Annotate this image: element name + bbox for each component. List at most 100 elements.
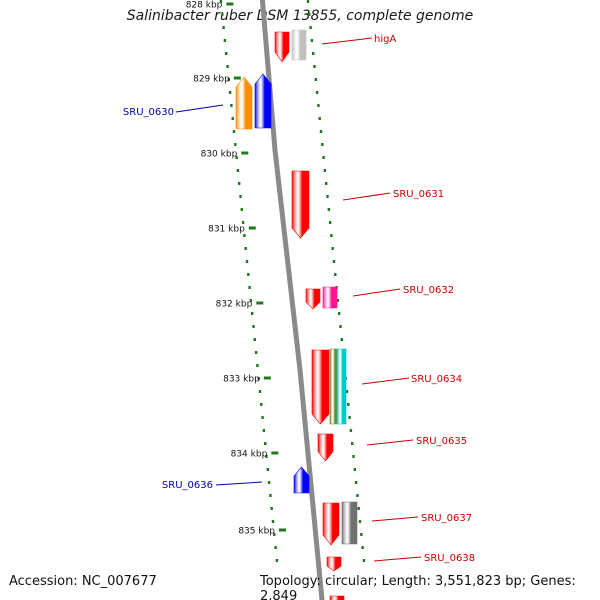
guide-dot [356, 494, 359, 497]
guide-dot [358, 520, 362, 523]
scale-tick-label: 831 kbp [208, 225, 245, 235]
guide-dot [336, 299, 340, 302]
guide-dot [226, 65, 229, 68]
guide-dot [306, 0, 310, 3]
scale-tick [233, 76, 241, 80]
gene-feature-sru-0638 [326, 556, 342, 572]
gene-label-sru-0637: SRU_0637 [421, 513, 472, 524]
gene-feature [341, 501, 358, 545]
guide-dot [239, 195, 242, 198]
gene-feature [329, 595, 345, 600]
guide-dot [219, 0, 223, 3]
gene-feature-sru-0634 [311, 349, 330, 425]
guide-dot [362, 559, 366, 562]
gene-leader-line [342, 192, 391, 201]
guide-dot [265, 455, 268, 458]
guide-dot [251, 312, 254, 315]
genome-backbone [259, 0, 325, 600]
guide-dot [258, 390, 262, 393]
gene-leader-line [215, 481, 263, 486]
guide-dot [264, 442, 267, 445]
guide-dot [330, 234, 333, 237]
gene-leader-line [175, 104, 224, 113]
guide-dot [249, 299, 253, 302]
guide-dot [260, 403, 263, 406]
guide-dot [269, 494, 272, 497]
guide-dot [315, 91, 319, 94]
guide-dot [361, 546, 364, 549]
guide-dot [227, 78, 230, 81]
guide-dot [332, 260, 336, 263]
gene-feature [291, 29, 307, 61]
guide-dot [340, 338, 343, 341]
guide-dot [254, 351, 258, 354]
guide-dot [261, 416, 264, 419]
guide-dot [308, 13, 311, 16]
scale-tick [256, 301, 264, 305]
map-title: Salinibacter ruber DSM 13855, complete g… [126, 8, 474, 24]
guide-dot [231, 117, 234, 120]
guide-dot [266, 468, 269, 471]
scale-tick [279, 528, 286, 532]
gene-feature [254, 73, 272, 129]
guide-dot [228, 91, 232, 94]
gene-label-sru-0631: SRU_0631 [393, 189, 444, 200]
guide-dot [240, 208, 243, 211]
guide-dot [327, 208, 330, 211]
guide-dot [310, 39, 314, 42]
guide-dot [339, 325, 342, 328]
guide-dot [351, 442, 354, 445]
scale-tick-label: 828 kbp [186, 1, 223, 11]
gene-leader-line [373, 556, 422, 562]
guide-dot [267, 481, 271, 484]
gene-label-sru-0632: SRU_0632 [403, 285, 454, 296]
gene-label-sru-0636: SRU_0636 [162, 480, 213, 491]
guide-dot [274, 546, 277, 549]
gene-leader-line [361, 377, 410, 385]
guide-dot [273, 533, 276, 536]
gene-leader-line [352, 288, 401, 297]
guide-dot [352, 455, 355, 458]
guide-dot [348, 416, 351, 419]
guide-dot [353, 468, 356, 471]
guide-dot [241, 221, 245, 224]
guide-dot [325, 182, 328, 185]
gene-feature [336, 348, 347, 425]
gene-feature-sru-0635 [317, 433, 334, 462]
accession-text: Accession: NC_007677 [9, 574, 157, 589]
scale-tick-label: 829 kbp [193, 75, 230, 85]
gene-feature [322, 286, 338, 309]
guide-dot [221, 13, 224, 16]
guide-dot [360, 533, 363, 536]
guide-dot [262, 429, 266, 432]
guide-dot [275, 559, 279, 562]
scale-tick-label: 835 kbp [238, 527, 275, 537]
gene-label-sru-0638: SRU_0638 [424, 553, 475, 564]
guide-dot [236, 169, 240, 172]
guide-dot [309, 26, 312, 29]
guide-dot [349, 429, 353, 432]
scale-tick-label: 833 kbp [223, 375, 260, 385]
guide-dot [322, 156, 325, 159]
gene-feature-sru-0636 [293, 466, 310, 494]
guide-dot [247, 273, 250, 276]
guide-dot [328, 221, 332, 224]
guide-dot [222, 26, 225, 29]
scale-tick [241, 151, 249, 155]
scale-tick-label: 830 kbp [201, 150, 238, 160]
gene-leader-line [321, 37, 373, 45]
guide-dot [323, 169, 327, 172]
gene-label-sru-0634: SRU_0634 [411, 374, 462, 385]
guide-dot [271, 520, 275, 523]
guide-dot [317, 104, 320, 107]
gene-label-sru-0635: SRU_0635 [416, 436, 467, 447]
guide-dot [319, 130, 323, 133]
guide-dot [232, 130, 236, 133]
guide-dot [245, 260, 249, 263]
guide-dot [313, 65, 316, 68]
guide-dot [253, 338, 256, 341]
gene-label-sru-0630: SRU_0630 [123, 107, 174, 118]
guide-dot [357, 507, 360, 510]
scale-tick-label: 834 kbp [231, 450, 268, 460]
